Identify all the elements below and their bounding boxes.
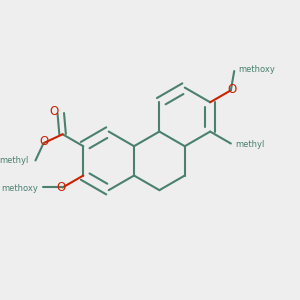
Text: O: O: [57, 181, 66, 194]
Text: O: O: [50, 106, 58, 118]
Text: methyl: methyl: [0, 156, 29, 165]
Text: methyl: methyl: [235, 140, 265, 149]
Text: methoxy: methoxy: [238, 65, 275, 74]
Text: O: O: [40, 135, 49, 148]
Text: methoxy: methoxy: [1, 184, 38, 193]
Text: O: O: [228, 83, 237, 96]
